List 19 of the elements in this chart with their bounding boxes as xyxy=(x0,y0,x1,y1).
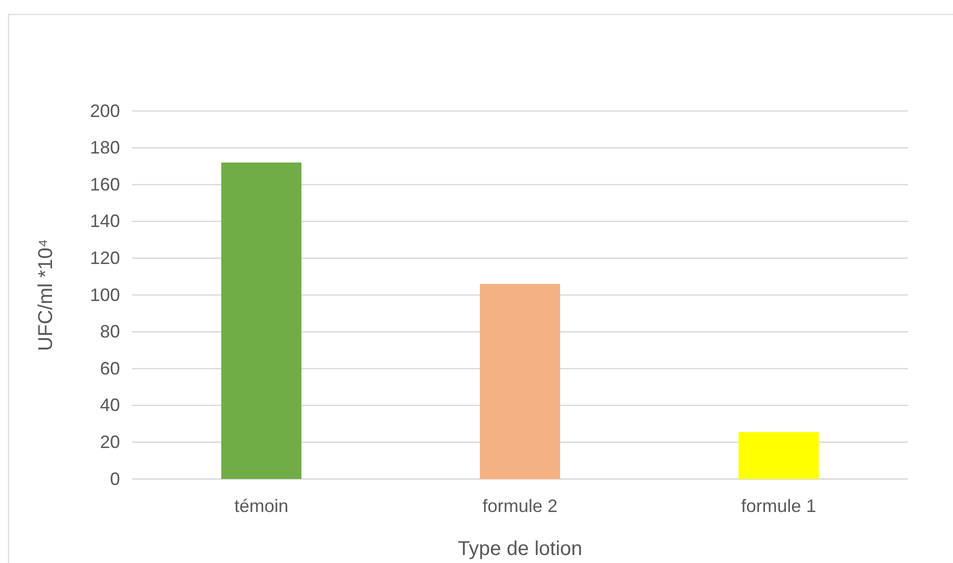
y-tick-label: 180 xyxy=(90,138,120,158)
y-tick-label: 160 xyxy=(90,174,120,194)
y-tick-label: 60 xyxy=(100,358,120,378)
y-tick-label: 200 xyxy=(90,100,120,121)
x-tick-label: témoin xyxy=(234,496,288,516)
x-tick-label: formule 2 xyxy=(482,496,558,516)
y-tick-label: 80 xyxy=(100,322,120,342)
y-tick-label: 0 xyxy=(110,468,120,489)
y-tick-label: 100 xyxy=(90,284,120,305)
y-tick-label: 20 xyxy=(100,432,120,452)
y-tick-label: 40 xyxy=(100,395,120,416)
y-tick-label: 120 xyxy=(90,248,120,268)
bar xyxy=(738,432,819,479)
y-axis-title: UFC/ml *10⁴ xyxy=(35,239,57,351)
bar xyxy=(480,284,560,479)
bar xyxy=(221,162,302,479)
x-axis-title: Type de lotion xyxy=(458,538,582,560)
y-tick-label: 140 xyxy=(90,211,120,232)
x-tick-label: formule 1 xyxy=(741,496,816,516)
